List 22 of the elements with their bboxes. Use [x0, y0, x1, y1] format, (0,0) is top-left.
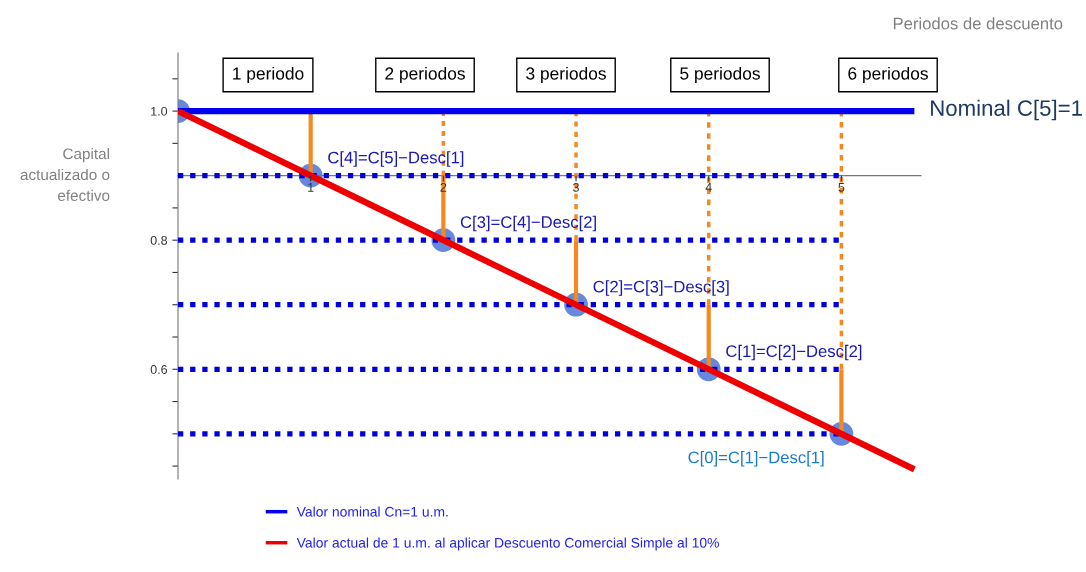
annotation: C[1]=C[2]−Desc[2] [726, 344, 862, 361]
annotation: C[4]=C[5]−Desc[1] [328, 151, 464, 167]
annotation: C[3]=C[4]−Desc[2] [460, 215, 596, 232]
annotation: C[2]=C[3]−Desc[3] [593, 280, 729, 296]
annotation: 2 periodos [385, 66, 465, 84]
x-tick-label: 5 [838, 183, 845, 192]
text: Nominal C[5]=1 [931, 99, 1082, 121]
annotation: 5 periodos [680, 66, 760, 84]
x-tick-label: 4 [705, 183, 712, 192]
legend-label: Valor actual de 1 u.m. al aplicar Descuento Comercial Simple al 10% [296, 537, 719, 551]
y-axis-title: Capital actualizado o efectivo [20, 147, 110, 201]
annotation: 1 periodo [233, 66, 304, 84]
y-tick-label: 1.0 [151, 106, 168, 116]
x-axis-title: Periodos de descuento [893, 17, 1063, 30]
legend-label: Valor nominal Cn=1 u.m. [296, 506, 448, 517]
x-tick-label: 3 [573, 182, 579, 192]
y-tick-label: 0.8 [150, 235, 168, 245]
annotation: 3 periodos [526, 66, 606, 84]
annotation: C[0]=C[1]−Desc[1] [688, 451, 824, 467]
x-tick-label: 1 [308, 183, 314, 192]
annotation: 6 periodos [848, 66, 928, 84]
y-tick-label: 0.6 [150, 365, 168, 374]
